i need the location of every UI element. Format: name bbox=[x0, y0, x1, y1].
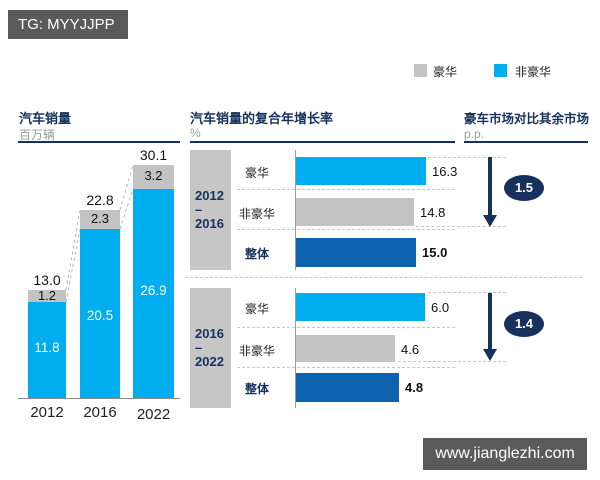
hbar-value-non-luxury-g2: 4.6 bbox=[401, 342, 420, 357]
legend-swatch-luxury bbox=[414, 64, 427, 77]
axis-label-2022: 2022 bbox=[136, 406, 171, 423]
group-divider bbox=[185, 277, 582, 278]
bar-value-non-luxury-2016: 20.5 bbox=[86, 308, 114, 323]
row-label-non-luxury-g2: 非豪华 bbox=[239, 344, 276, 358]
hbar-overall-g1 bbox=[296, 238, 416, 267]
delta-guide-bottom-g1 bbox=[416, 226, 506, 227]
bar-value-luxury-2016: 2.3 bbox=[90, 211, 110, 226]
down-arrow-icon bbox=[488, 157, 492, 215]
site-tag-label: TG: MYYJJPP bbox=[18, 16, 115, 33]
period-dash: – bbox=[195, 202, 203, 217]
bar-total-2022: 30.1 bbox=[139, 147, 168, 163]
delta-guide-top-g1 bbox=[428, 157, 506, 158]
legend-label-non-luxury: 非豪华 bbox=[515, 65, 552, 79]
right-panel-unit: p.p. bbox=[464, 127, 485, 141]
hbar-value-luxury-g1: 16.3 bbox=[432, 164, 458, 179]
site-tag-badge: TG: MYYJJPP bbox=[8, 10, 128, 39]
middle-chart-title: 汽车销量的复合年增长率 bbox=[190, 111, 334, 126]
row-label-luxury-g1: 豪华 bbox=[245, 166, 270, 180]
down-arrow-head-icon bbox=[483, 349, 497, 361]
hbar-non-luxury-g1 bbox=[296, 198, 414, 226]
bar-value-non-luxury-2012: 11.8 bbox=[34, 340, 60, 355]
bar-total-2012: 13.0 bbox=[33, 272, 61, 288]
legend-swatch-non-luxury bbox=[494, 64, 507, 77]
period-start: 2012 bbox=[195, 188, 224, 203]
middle-chart-axis-g2 bbox=[295, 288, 296, 408]
hbar-overall-g2 bbox=[296, 373, 399, 402]
row-label-non-luxury-g1: 非豪华 bbox=[239, 207, 276, 221]
delta-guide-bottom-g2 bbox=[398, 361, 506, 362]
period-end: 2016 bbox=[195, 216, 224, 231]
hbar-luxury-g2 bbox=[296, 293, 425, 321]
bar-segment-luxury-2016 bbox=[80, 210, 120, 229]
bar-segment-non-luxury-2016 bbox=[80, 229, 120, 398]
delta-guide-top-g2 bbox=[428, 292, 506, 293]
legend-label-luxury: 豪华 bbox=[433, 65, 458, 79]
hbar-value-overall-g1: 15.0 bbox=[422, 245, 448, 260]
down-arrow-icon bbox=[488, 293, 492, 349]
hbar-value-non-luxury-g1: 14.8 bbox=[420, 205, 446, 220]
left-chart-title: 汽车销量 bbox=[19, 111, 72, 126]
middle-chart-axis-g1 bbox=[295, 150, 296, 270]
bar-segment-luxury-2022 bbox=[133, 165, 174, 189]
bar-total-2016: 22.8 bbox=[86, 192, 114, 208]
delta-badge-g1: 1.5 bbox=[504, 175, 544, 201]
bar-value-luxury-2022: 3.2 bbox=[144, 168, 163, 183]
site-watermark-badge: www.jianglezhi.com bbox=[423, 438, 587, 470]
left-chart-baseline bbox=[18, 398, 180, 399]
row-separator bbox=[237, 367, 455, 368]
delta-badge-g2: 1.4 bbox=[504, 311, 544, 337]
middle-chart-unit: % bbox=[190, 126, 201, 140]
bar-segment-non-luxury-2012 bbox=[28, 302, 66, 398]
period-end: 2022 bbox=[195, 354, 224, 369]
down-arrow-head-icon bbox=[483, 215, 497, 227]
bar-segment-non-luxury-2022 bbox=[133, 189, 174, 398]
hbar-non-luxury-g2 bbox=[296, 335, 395, 362]
row-separator bbox=[237, 327, 455, 328]
left-chart-unit: 百万辆 bbox=[19, 128, 56, 142]
bar-value-non-luxury-2022: 26.9 bbox=[140, 283, 167, 298]
axis-label-2016: 2016 bbox=[83, 404, 117, 421]
row-separator bbox=[237, 189, 455, 190]
period-dash: – bbox=[195, 340, 203, 355]
left-chart-title-rule bbox=[18, 141, 180, 143]
bar-value-luxury-2012: 1.2 bbox=[37, 288, 57, 303]
hbar-luxury-g1 bbox=[296, 157, 426, 185]
axis-label-2012: 2012 bbox=[30, 404, 64, 421]
hbar-value-luxury-g2: 6.0 bbox=[431, 300, 450, 315]
row-label-overall-g2: 整体 bbox=[245, 382, 270, 396]
period-block-2012-2016: 2012 – 2016 bbox=[190, 150, 231, 270]
right-panel-title-rule bbox=[464, 141, 588, 143]
row-separator bbox=[237, 229, 455, 230]
row-label-luxury-g2: 豪华 bbox=[245, 302, 270, 316]
period-start: 2016 bbox=[195, 326, 224, 341]
site-watermark-label: www.jianglezhi.com bbox=[435, 445, 575, 462]
middle-chart-title-rule bbox=[190, 141, 455, 143]
row-label-overall-g1: 整体 bbox=[245, 247, 270, 261]
bar-segment-luxury-2012 bbox=[28, 290, 66, 302]
right-panel-title: 豪车市场对比其余市场 bbox=[464, 112, 590, 126]
hbar-value-overall-g2: 4.8 bbox=[405, 380, 424, 395]
period-block-2016-2022: 2016 – 2022 bbox=[190, 288, 231, 408]
